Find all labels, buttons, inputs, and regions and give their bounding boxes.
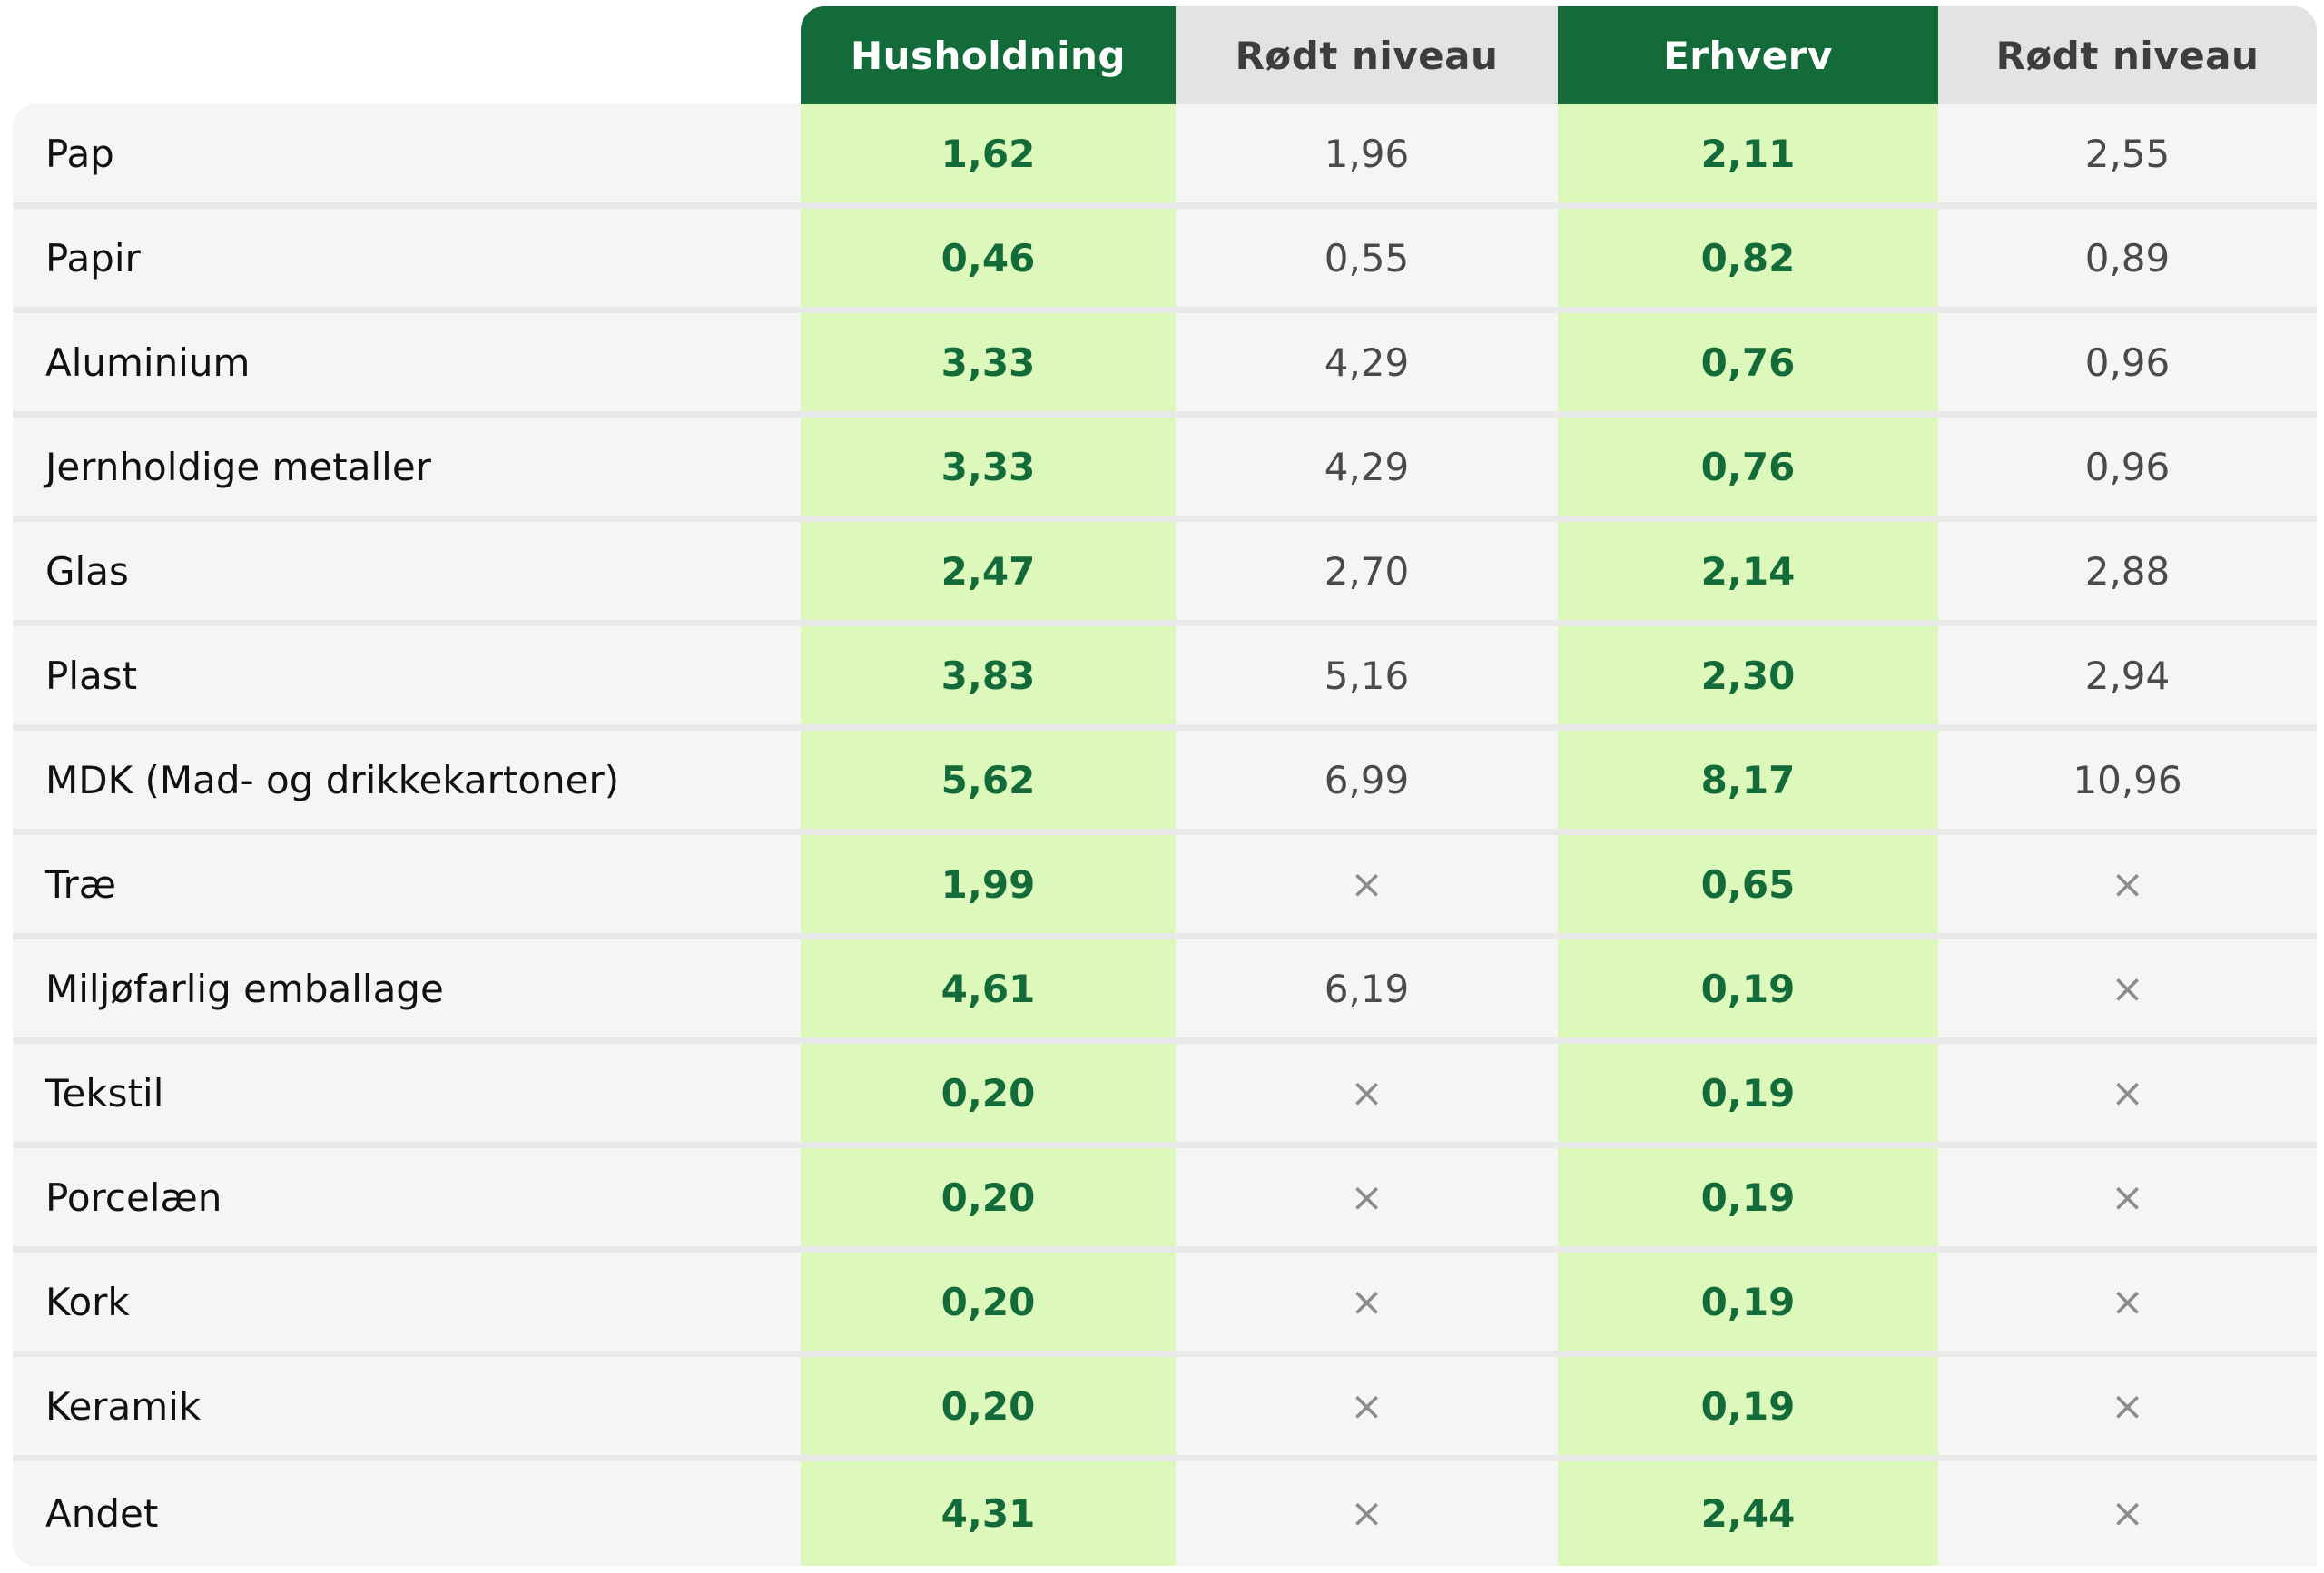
- table-row: Andet 4,31 × 2,44 ×: [13, 1461, 2317, 1566]
- business-red-level-value: 0,96: [1938, 418, 2317, 516]
- table-row: Papir 0,46 0,55 0,82 0,89: [13, 209, 2317, 307]
- business-value: 0,76: [1558, 418, 1938, 516]
- business-value: 0,19: [1558, 939, 1938, 1037]
- table-row: Plast 3,83 5,16 2,30 2,94: [13, 626, 2317, 724]
- household-value: 0,20: [801, 1148, 1176, 1246]
- not-applicable-icon: ×: [1938, 1044, 2317, 1142]
- header-red-level-household: Rødt niveau: [1176, 6, 1558, 104]
- not-applicable-icon: ×: [1176, 1044, 1558, 1142]
- table-row: Tekstil 0,20 × 0,19 ×: [13, 1044, 2317, 1142]
- household-red-level-value: 6,99: [1176, 731, 1558, 829]
- not-applicable-icon: ×: [1938, 1461, 2317, 1566]
- business-red-level-value: 0,89: [1938, 209, 2317, 307]
- not-applicable-icon: ×: [1938, 939, 2317, 1037]
- household-red-level-value: 4,29: [1176, 313, 1558, 411]
- material-label: MDK (Mad- og drikkekartoner): [13, 731, 801, 829]
- business-value: 8,17: [1558, 731, 1938, 829]
- household-red-level-value: 0,55: [1176, 209, 1558, 307]
- business-value: 0,19: [1558, 1148, 1938, 1246]
- household-value: 2,47: [801, 522, 1176, 620]
- material-label: Glas: [13, 522, 801, 620]
- business-value: 0,65: [1558, 835, 1938, 933]
- material-label: Jernholdige metaller: [13, 418, 801, 516]
- table-row: Porcelæn 0,20 × 0,19 ×: [13, 1148, 2317, 1246]
- business-value: 2,11: [1558, 104, 1938, 202]
- not-applicable-icon: ×: [1938, 835, 2317, 933]
- table-body: Pap 1,62 1,96 2,11 2,55 Papir 0,46 0,55 …: [13, 104, 2317, 1566]
- not-applicable-icon: ×: [1938, 1357, 2317, 1455]
- material-label: Plast: [13, 626, 801, 724]
- business-red-level-value: 2,55: [1938, 104, 2317, 202]
- table-row: Kork 0,20 × 0,19 ×: [13, 1253, 2317, 1351]
- material-label: Aluminium: [13, 313, 801, 411]
- household-value: 5,62: [801, 731, 1176, 829]
- household-red-level-value: 1,96: [1176, 104, 1558, 202]
- table-row: MDK (Mad- og drikkekartoner) 5,62 6,99 8…: [13, 731, 2317, 829]
- business-value: 0,19: [1558, 1044, 1938, 1142]
- household-value: 1,99: [801, 835, 1176, 933]
- business-red-level-value: 2,94: [1938, 626, 2317, 724]
- table-row: Pap 1,62 1,96 2,11 2,55: [13, 104, 2317, 202]
- business-value: 0,19: [1558, 1253, 1938, 1351]
- table-row: Aluminium 3,33 4,29 0,76 0,96: [13, 313, 2317, 411]
- household-red-level-value: 5,16: [1176, 626, 1558, 724]
- household-value: 0,46: [801, 209, 1176, 307]
- material-label: Miljøfarlig emballage: [13, 939, 801, 1037]
- table-row: Miljøfarlig emballage 4,61 6,19 0,19 ×: [13, 939, 2317, 1037]
- header-household: Husholdning: [801, 6, 1176, 104]
- not-applicable-icon: ×: [1938, 1253, 2317, 1351]
- not-applicable-icon: ×: [1176, 835, 1558, 933]
- household-value: 0,20: [801, 1044, 1176, 1142]
- household-value: 4,31: [801, 1461, 1176, 1566]
- business-red-level-value: 2,88: [1938, 522, 2317, 620]
- business-value: 2,14: [1558, 522, 1938, 620]
- household-value: 3,33: [801, 418, 1176, 516]
- business-value: 0,19: [1558, 1357, 1938, 1455]
- household-value: 4,61: [801, 939, 1176, 1037]
- material-label: Papir: [13, 209, 801, 307]
- material-label: Træ: [13, 835, 801, 933]
- material-label: Andet: [13, 1461, 801, 1566]
- not-applicable-icon: ×: [1938, 1148, 2317, 1246]
- table-row: Jernholdige metaller 3,33 4,29 0,76 0,96: [13, 418, 2317, 516]
- table-row: Keramik 0,20 × 0,19 ×: [13, 1357, 2317, 1455]
- household-value: 0,20: [801, 1253, 1176, 1351]
- material-label: Kork: [13, 1253, 801, 1351]
- not-applicable-icon: ×: [1176, 1357, 1558, 1455]
- business-value: 2,44: [1558, 1461, 1938, 1566]
- table-row: Glas 2,47 2,70 2,14 2,88: [13, 522, 2317, 620]
- header-red-level-business: Rødt niveau: [1938, 6, 2317, 104]
- not-applicable-icon: ×: [1176, 1253, 1558, 1351]
- material-label: Porcelæn: [13, 1148, 801, 1246]
- material-label: Keramik: [13, 1357, 801, 1455]
- household-red-level-value: 6,19: [1176, 939, 1558, 1037]
- table-row: Træ 1,99 × 0,65 ×: [13, 835, 2317, 933]
- household-value: 0,20: [801, 1357, 1176, 1455]
- household-value: 1,62: [801, 104, 1176, 202]
- header-business: Erhverv: [1558, 6, 1938, 104]
- not-applicable-icon: ×: [1176, 1461, 1558, 1566]
- business-red-level-value: 10,96: [1938, 731, 2317, 829]
- household-red-level-value: 2,70: [1176, 522, 1558, 620]
- business-value: 2,30: [1558, 626, 1938, 724]
- not-applicable-icon: ×: [1176, 1148, 1558, 1246]
- material-label: Pap: [13, 104, 801, 202]
- household-red-level-value: 4,29: [1176, 418, 1558, 516]
- business-value: 0,76: [1558, 313, 1938, 411]
- material-label: Tekstil: [13, 1044, 801, 1142]
- business-value: 0,82: [1558, 209, 1938, 307]
- business-red-level-value: 0,96: [1938, 313, 2317, 411]
- household-value: 3,33: [801, 313, 1176, 411]
- household-value: 3,83: [801, 626, 1176, 724]
